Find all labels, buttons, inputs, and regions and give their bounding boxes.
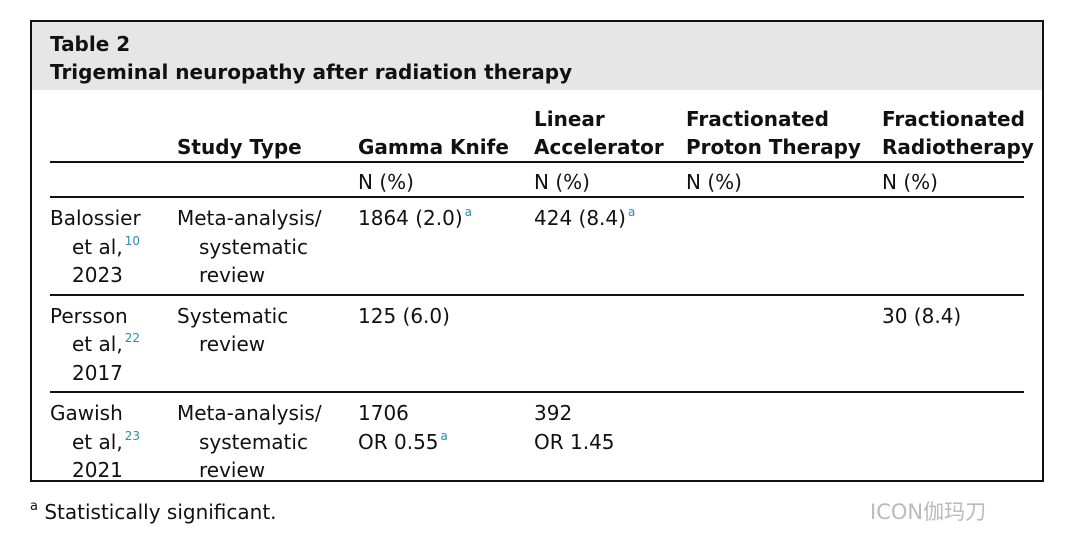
cell-text: 392 [534, 401, 573, 425]
cell-line: 2017 [72, 359, 123, 387]
cell-line: 1864 (2.0) a [358, 204, 472, 232]
cell-line: review [199, 456, 265, 484]
column-header: Linear [534, 106, 605, 131]
unit-label: N (%) [686, 170, 742, 194]
cell-text: Meta-analysis/ [177, 401, 322, 425]
cell-text: 1864 (2.0) [358, 206, 463, 230]
cell-text: Gawish [50, 401, 123, 425]
cell-text: 125 (6.0) [358, 303, 450, 328]
units-rule [50, 196, 1024, 198]
cell-line: 125 (6.0) [358, 302, 450, 330]
cell-line: 392 [534, 399, 572, 427]
cell-line: review [199, 261, 265, 289]
column-header: Study Type [177, 135, 302, 159]
column-header: Gamma Knife [358, 135, 509, 159]
cell-text: Systematic [177, 303, 289, 328]
cell-line: Meta-analysis/ [177, 399, 322, 427]
watermark: ICON伽玛刀 [870, 500, 987, 524]
column-header: Proton Therapy [686, 135, 861, 159]
header-rule [50, 161, 1024, 163]
cell-line: Balossier [50, 204, 141, 232]
unit-label: N (%) [882, 170, 938, 194]
superscript: a [440, 428, 448, 443]
column-header: Radiotherapy [882, 135, 1034, 159]
row-rule [50, 293, 1024, 296]
table-frame [30, 20, 1044, 482]
unit-label: N (%) [534, 170, 590, 194]
cell-line: Meta-analysis/ [177, 204, 322, 232]
cell-text: review [199, 458, 266, 482]
cell-text: 424 (8.4) [534, 206, 626, 230]
superscript: 10 [124, 233, 140, 248]
cell-line: et al, 10 [72, 233, 140, 261]
cell-text: Meta-analysis/ [177, 206, 322, 230]
cell-text: systematic [199, 429, 308, 454]
cell-text: Persson [50, 303, 128, 328]
cell-line: et al, 22 [72, 330, 140, 358]
cell-line: et al, 23 [72, 428, 140, 456]
cell-text: et al, [72, 332, 123, 356]
cell-line: Systematic [177, 302, 288, 330]
column-header: Fractionated [882, 106, 1025, 131]
cell-text: OR 0.55 [358, 429, 439, 454]
cell-line: systematic [199, 233, 308, 261]
cell-text: et al, [72, 234, 123, 259]
footnote: a Statistically significant. [28, 498, 277, 526]
footnote-text: Statistically significant. [44, 500, 277, 524]
cell-text: review [199, 332, 266, 356]
cell-text: 30 (8.4) [882, 303, 962, 328]
cell-line: 2021 [72, 456, 123, 484]
cell-line: OR 0.55 a [358, 428, 448, 456]
superscript: a [464, 205, 473, 219]
row-rule [50, 391, 1024, 393]
cell-line: OR 1.45 [534, 428, 615, 456]
cell-text: Balossier [50, 206, 141, 230]
table-label: Table 2 [50, 32, 131, 56]
cell-text: 2023 [72, 263, 123, 287]
cell-line: 30 (8.4) [882, 302, 961, 330]
table-title: Trigeminal neuropathy after radiation th… [50, 60, 573, 84]
title-band [32, 22, 1042, 90]
cell-line: review [199, 330, 265, 358]
cell-text: 2021 [72, 458, 123, 482]
column-header: Accelerator [534, 135, 664, 159]
cell-line: Persson [50, 302, 128, 330]
cell-text: OR 1.45 [534, 429, 615, 454]
cell-line: systematic [199, 428, 308, 456]
unit-label: N (%) [358, 170, 414, 194]
column-header: Fractionated [686, 106, 829, 131]
cell-text: review [199, 263, 266, 287]
cell-text: 1706 [358, 401, 409, 425]
cell-line: 1706 [358, 399, 409, 427]
cell-text: 2017 [72, 360, 123, 385]
superscript: 23 [124, 428, 140, 443]
superscript: 22 [124, 331, 140, 345]
cell-line: Gawish [50, 399, 123, 427]
footnote-mark: a [30, 499, 38, 514]
cell-line: 2023 [72, 261, 123, 289]
cell-text: systematic [199, 234, 308, 259]
cell-line: 424 (8.4) a [534, 204, 635, 232]
cell-text: et al, [72, 429, 123, 454]
superscript: a [627, 205, 636, 219]
